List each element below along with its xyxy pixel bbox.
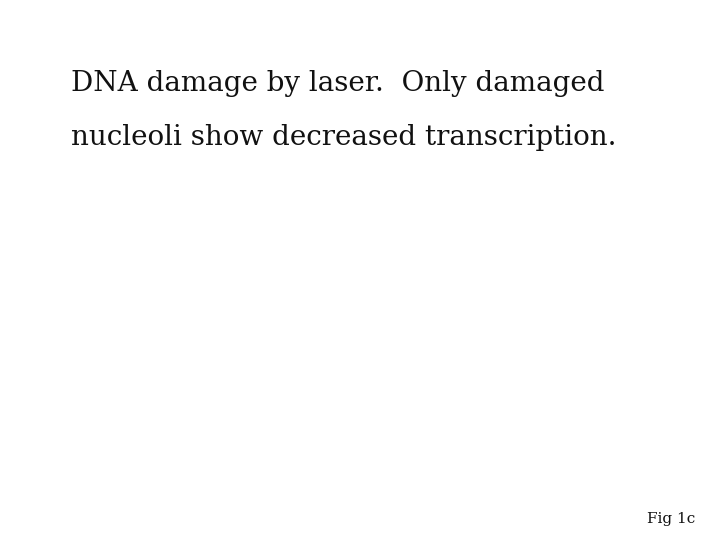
- Text: nucleoli show decreased transcription.: nucleoli show decreased transcription.: [71, 124, 616, 151]
- Text: Fig 1c: Fig 1c: [647, 512, 695, 526]
- Text: DNA damage by laser.  Only damaged: DNA damage by laser. Only damaged: [71, 70, 604, 97]
